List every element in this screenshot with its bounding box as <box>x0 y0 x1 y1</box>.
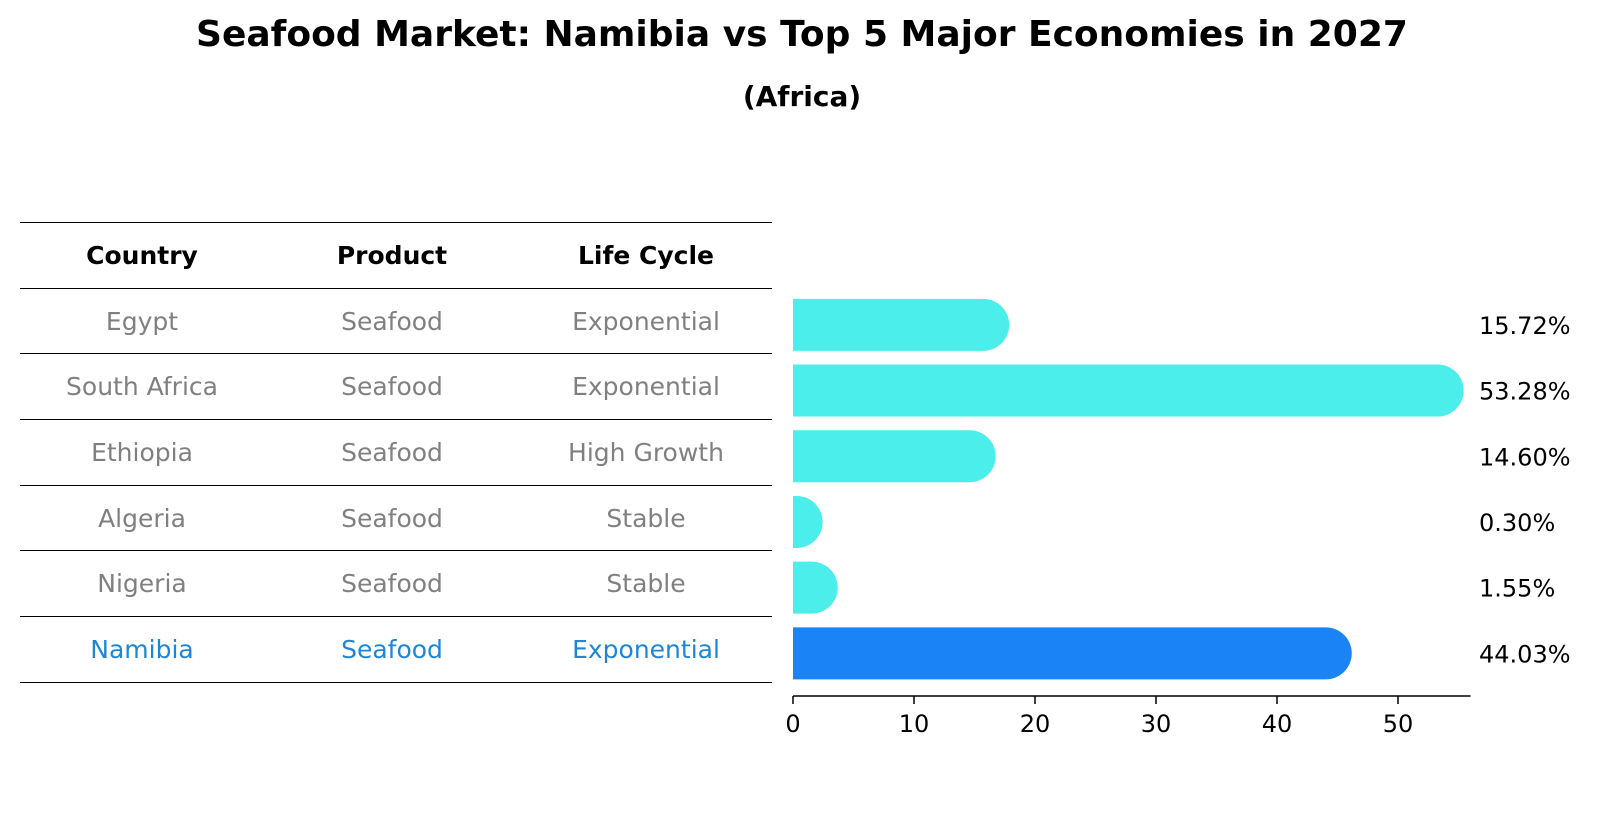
bar-nigeria <box>793 561 838 614</box>
bar-algeria <box>793 495 823 548</box>
cell-product: Seafood <box>264 616 520 683</box>
chart-title: Seafood Market: Namibia vs Top 5 Major E… <box>196 14 1408 55</box>
cell-product: Seafood <box>264 353 520 421</box>
bar-namibia <box>793 627 1352 680</box>
value-label: 14.60% <box>1479 443 1571 471</box>
bar-south-africa <box>793 364 1464 417</box>
cell-country: Algeria <box>20 485 264 552</box>
bar-egypt <box>793 298 1010 351</box>
x-tick-label: 10 <box>899 710 930 738</box>
cell-country: South Africa <box>20 353 264 421</box>
value-label: 0.30% <box>1479 509 1555 537</box>
x-tick-label: 30 <box>1141 710 1172 738</box>
value-label: 53.28% <box>1479 378 1571 406</box>
x-tick-label: 20 <box>1020 710 1051 738</box>
table-row: South Africa Seafood Exponential <box>20 353 772 421</box>
header-life-cycle: Life Cycle <box>520 222 772 289</box>
cell-product: Seafood <box>264 419 520 486</box>
cell-life-cycle: High Growth <box>520 419 772 486</box>
cell-country: Nigeria <box>20 550 264 618</box>
cell-life-cycle: Stable <box>520 550 772 618</box>
table-row: Ethiopia Seafood High Growth <box>20 419 772 486</box>
header-country: Country <box>20 222 264 289</box>
cell-product: Seafood <box>264 288 520 355</box>
table-row-highlighted: Namibia Seafood Exponential <box>20 616 772 683</box>
header-product: Product <box>264 222 520 289</box>
cell-life-cycle: Stable <box>520 485 772 552</box>
cell-country: Egypt <box>20 288 264 355</box>
cell-life-cycle: Exponential <box>520 616 772 683</box>
cell-country: Namibia <box>20 616 264 683</box>
value-label: 15.72% <box>1479 312 1571 340</box>
chart-subtitle: (Africa) <box>742 80 862 113</box>
bar-ethiopia <box>793 430 996 483</box>
cell-product: Seafood <box>264 550 520 618</box>
table-header-row: Country Product Life Cycle <box>20 222 772 289</box>
value-label: 1.55% <box>1479 575 1555 603</box>
cell-product: Seafood <box>264 485 520 552</box>
x-tick-label: 0 <box>785 710 800 738</box>
table-row: Egypt Seafood Exponential <box>20 288 772 355</box>
cell-country: Ethiopia <box>20 419 264 486</box>
x-tick-label: 40 <box>1262 710 1293 738</box>
cell-life-cycle: Exponential <box>520 353 772 421</box>
value-label: 44.03% <box>1479 640 1571 668</box>
cell-life-cycle: Exponential <box>520 288 772 355</box>
table-row: Nigeria Seafood Stable <box>20 550 772 618</box>
table-row: Algeria Seafood Stable <box>20 485 772 552</box>
market-table: Country Product Life Cycle Egypt Seafood… <box>20 222 772 683</box>
x-tick-label: 50 <box>1383 710 1414 738</box>
